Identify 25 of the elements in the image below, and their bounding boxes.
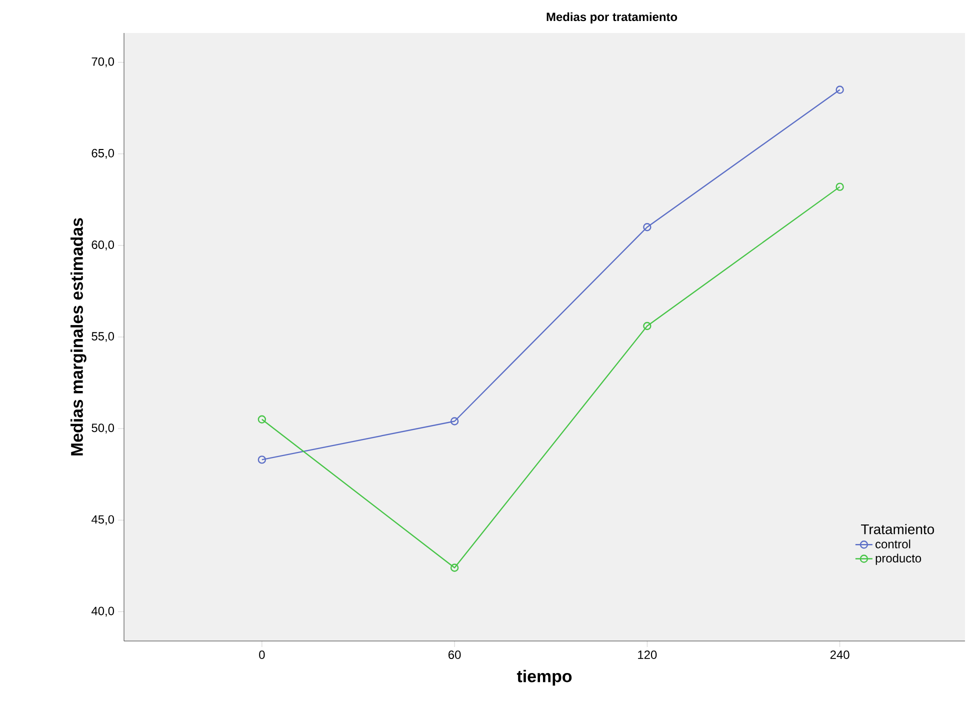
legend-label: producto [876, 554, 922, 565]
point [450, 564, 459, 572]
point [836, 182, 844, 191]
y-tick-label: 65,0 [92, 148, 114, 159]
point [258, 415, 266, 424]
x-tick-label: 0 [259, 650, 265, 659]
y-tick-label: 60,0 [92, 240, 114, 250]
y-tick-label: 50,0 [92, 424, 114, 434]
point [836, 86, 844, 94]
chart-title: Medias por tratamiento [546, 12, 678, 24]
legend-label: control [876, 540, 910, 548]
y-tick-label: 40,0 [91, 606, 114, 617]
x-tick-label: 240 [830, 650, 850, 659]
x-axis-title: tiempo [516, 670, 572, 686]
y-tick-label: 55,0 [92, 332, 114, 342]
x-tick-label: 60 [448, 650, 461, 659]
point [643, 322, 652, 330]
legend-title: Tratamiento [861, 524, 934, 534]
point [450, 417, 459, 426]
x-tick-label: 120 [638, 650, 657, 659]
point [258, 456, 266, 464]
y-axis-title: Medias marginales estimadas [70, 218, 86, 456]
y-tick-label: 70,0 [92, 57, 114, 68]
point [643, 223, 652, 232]
y-tick-label: 45,0 [91, 515, 114, 526]
